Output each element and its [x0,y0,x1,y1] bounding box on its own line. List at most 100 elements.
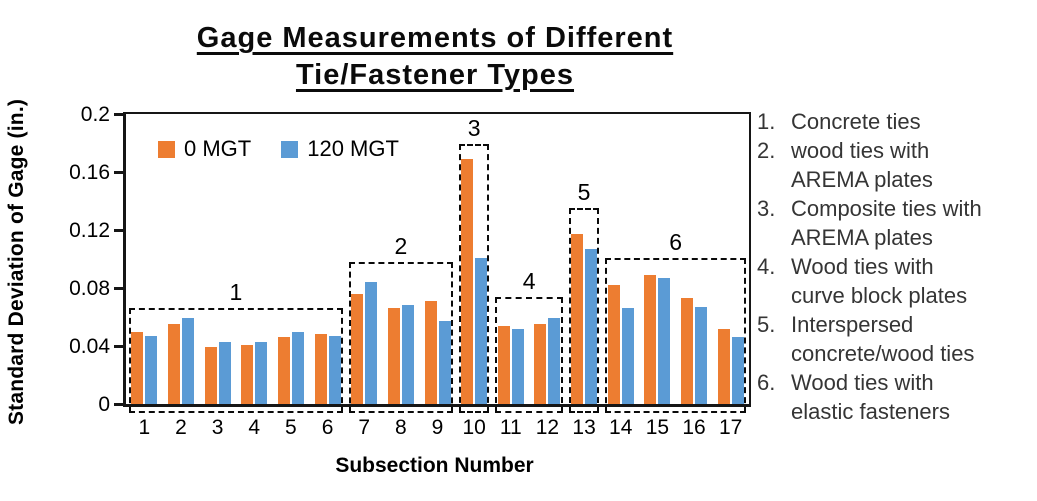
bar-series0-cat12 [534,324,547,404]
bar-series0-cat15 [644,274,657,404]
bar-series0-cat13 [571,234,584,404]
x-tick-label: 7 [358,416,371,439]
chart-title: Gage Measurements of Different Tie/Faste… [90,20,780,94]
list-item-number: 5. [757,312,776,337]
bar-series0-cat3 [204,347,217,404]
list-item-line: AREMA plates [791,225,933,250]
bar-series0-cat16 [681,298,694,404]
x-tick-label: 9 [431,416,444,439]
bar-series1-cat8 [401,305,414,404]
x-axis-title: Subsection Number [335,454,534,477]
bar-series0-cat6 [314,334,327,404]
group-label-2: 2 [394,232,408,259]
legend-swatch-0mgt [158,140,175,158]
y-tick-label: 0.12 [69,218,110,242]
bar-series0-cat8 [387,308,400,404]
list-item-line: concrete/wood ties [791,341,975,366]
x-tick-label: 16 [682,416,706,439]
bar-series0-cat2 [167,324,180,404]
list-item-text: Composite ties with AREMA plates [791,194,1035,252]
chart-legend: 0 MGT 120 MGT [158,136,399,162]
chart-title-line2: Tie/Fastener Types [295,59,575,91]
list-item-line: AREMA plates [791,167,933,192]
x-tick-label: 2 [175,416,187,439]
legend-label-120mgt: 120 MGT [307,136,399,161]
x-tick-label: 8 [394,416,407,439]
bar-series1-cat6 [328,335,341,404]
bar-series1-cat10 [475,257,488,404]
y-axis-tick [114,228,123,232]
y-axis-tick [114,402,123,406]
list-item: 3. Composite ties with AREMA plates [757,194,1035,252]
bar-series0-cat14 [607,285,620,404]
list-item: 4. Wood ties with curve block plates [757,252,1035,310]
list-item-number: 1. [757,109,776,134]
bar-series1-cat11 [511,328,524,404]
bar-series1-cat5 [291,331,304,404]
legend-swatch-120mgt [281,140,299,158]
list-item-text: Interspersed concrete/wood ties [791,310,1035,368]
y-axis-tick [114,170,123,174]
group-box-2 [348,261,453,413]
bar-series0-cat7 [351,293,364,404]
x-tick-label: 13 [572,416,596,439]
list-item-number: 6. [757,370,776,395]
bar-series0-cat17 [717,328,730,404]
group-label-3: 3 [467,115,481,142]
bar-series0-cat1 [131,331,144,404]
y-tick-label: 0.16 [69,160,110,184]
list-item-number: 3. [757,196,776,221]
chart-title-line1: Gage Measurements of Different [196,22,674,54]
group-label-4: 4 [522,267,536,294]
x-tick-label: 5 [285,416,297,439]
bar-series0-cat5 [277,337,290,404]
bar-series1-cat9 [438,321,451,404]
bar-series1-cat7 [365,282,378,404]
list-item-line: Concrete ties [791,109,921,134]
group-box-5 [568,208,600,413]
list-item-number: 4. [757,254,776,279]
bar-series1-cat16 [695,306,708,404]
bar-series1-cat1 [145,335,158,404]
list-item-number: 2. [757,138,776,163]
tie-type-key-list: 1. Concrete ties 2. wood ties with AREMA pla… [757,107,1035,426]
list-item-line: elastic fasteners [791,399,950,424]
bar-series1-cat15 [658,277,671,404]
y-axis-title: Standard Deviation of Gage (in.) [5,98,28,426]
plot-area: 0 MGT 120 MGT 0 0.04 0.08 0.12 0.16 0.2 1 2 3 4 5 6… [69,104,751,439]
list-item: 5. Interspersed concrete/wood ties [757,310,1035,368]
group-box-4 [495,296,563,413]
x-tick-label: 6 [321,416,334,439]
list-item-line: Composite ties with [791,196,982,221]
list-item-line: curve block plates [791,283,968,308]
legend-label-0mgt: 0 MGT [184,136,252,161]
x-tick-label: 15 [645,416,670,439]
bar-series0-cat11 [497,325,510,404]
bar-series0-cat9 [424,301,437,404]
group-box-3 [458,144,490,413]
group-label-1: 1 [229,279,243,306]
y-axis-tick [114,286,123,290]
bar-series0-cat10 [461,158,474,404]
group-label-5: 5 [577,179,591,206]
x-tick-label: 17 [718,416,743,439]
bar-series1-cat2 [181,318,194,404]
list-item-text: wood ties with AREMA plates [791,136,1035,194]
list-item: 1. Concrete ties [757,107,1035,136]
list-item: 6. Wood ties with elastic fasteners [757,368,1035,426]
y-axis-tick [114,344,123,348]
y-tick-label: 0 [98,392,110,416]
bar-series1-cat17 [731,337,744,404]
x-tick-label: 11 [499,416,522,439]
list-item-line: wood ties with [791,138,930,163]
bar-series1-cat3 [218,341,231,404]
list-item-line: Wood ties with [791,254,934,279]
x-tick-label: 10 [462,416,486,439]
bar-series1-cat14 [621,308,634,404]
y-tick-label: 0.08 [69,276,110,300]
list-item: 2. wood ties with AREMA plates [757,136,1035,194]
group-box-6 [605,257,746,413]
y-axis-tick [114,112,123,116]
bar-series1-cat4 [255,341,268,404]
